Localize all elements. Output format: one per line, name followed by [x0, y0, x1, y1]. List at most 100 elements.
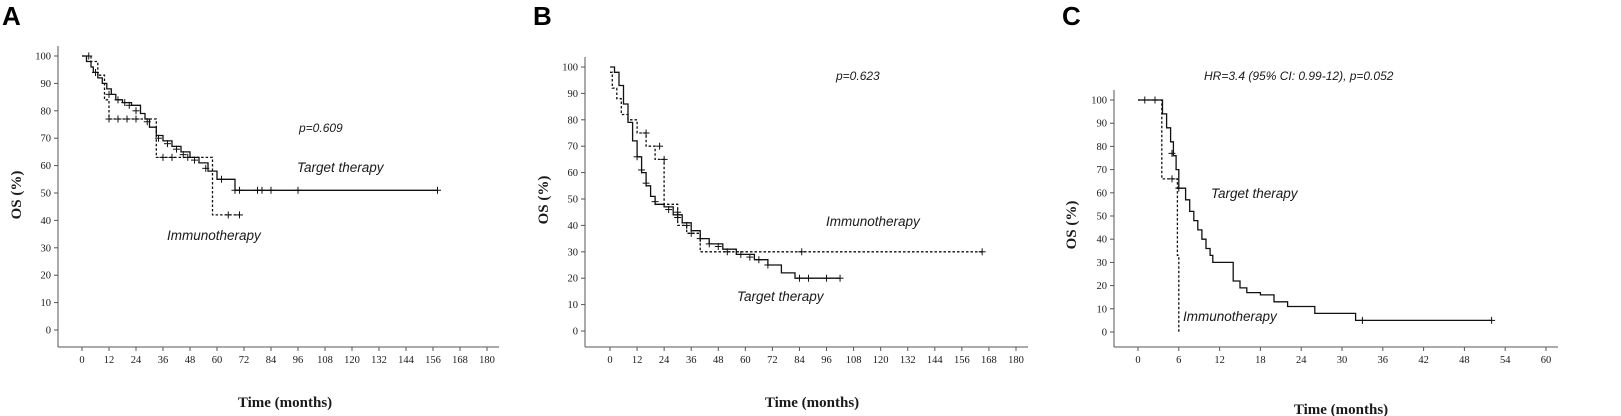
- panel-b-x-tick-label: 120: [873, 355, 889, 366]
- panel-c-y-tick-label: 90: [1097, 119, 1108, 130]
- panel-c-immunotherapy-censor-mark: [1151, 96, 1159, 104]
- panel-b-x-title: Time (months): [765, 395, 859, 411]
- panel-a-y-tick-label: 90: [41, 79, 52, 90]
- panel-c-x-tick-label: 42: [1418, 355, 1429, 366]
- panel-a-immunotherapy-censor-mark: [123, 115, 131, 123]
- panel-a-x-tick-label: 0: [79, 355, 84, 366]
- panel-a-target-label: Target therapy: [297, 160, 385, 175]
- panel-c-target-therapy-censor-mark: [1175, 184, 1183, 192]
- panel-b-immunotherapy-censor-mark: [642, 129, 650, 137]
- panel-a-x-tick-label: 60: [212, 355, 223, 366]
- panel-a-y-tick-label: 20: [41, 271, 52, 282]
- panel-b-immunotherapy-censor-mark: [687, 229, 695, 237]
- panel-c-x-tick-label: 24: [1296, 355, 1307, 366]
- panel-b-y-tick-label: 40: [568, 221, 579, 232]
- panel-b-target-therapy-censor-mark: [638, 166, 646, 174]
- panel-b-y-tick-label: 10: [568, 300, 579, 311]
- panel-b-y-tick-label: 90: [568, 89, 579, 100]
- panel-c-target-therapy-censor-mark: [1488, 316, 1496, 324]
- panel-c-target-therapy-censor-mark: [1168, 149, 1176, 157]
- panel-a-y-tick-label: 40: [41, 216, 52, 227]
- panel-b-y-tick-label: 50: [568, 195, 579, 206]
- panel-b-x-tick-label: 60: [740, 355, 751, 366]
- panel-c-target-therapy-censor-mark: [1358, 316, 1366, 324]
- panel-b-x-tick-label: 132: [900, 355, 916, 366]
- panel-b-immunotherapy-censor-mark: [656, 142, 664, 150]
- panel-a-target-therapy-censor-mark: [218, 175, 225, 183]
- panel-b-letter: B: [533, 1, 552, 31]
- panel-a-immuno-label: Immunotherapy: [167, 228, 262, 243]
- panel-a-target-therapy-censor-mark: [155, 134, 162, 142]
- panel-a-x-tick-label: 156: [425, 355, 441, 366]
- panel-a-target-therapy-censor-mark: [294, 186, 302, 194]
- panel-b-x-tick-label: 180: [1008, 355, 1024, 366]
- panel-a-y-tick-label: 30: [41, 243, 52, 254]
- panel-b-axes: 0 10 20 30 40 50 60 70 80 90 100 0 12 24 36 48 60 72 84 96 1…: [562, 57, 1028, 366]
- panel-c-target-therapy-curve: [1138, 99, 1492, 322]
- panel-b-target-therapy-censor-mark: [764, 261, 772, 269]
- panel-a-x-tick-label: 168: [452, 355, 468, 366]
- panel-a-immunotherapy-censor-mark: [105, 115, 113, 123]
- panel-c-x-tick-label: 60: [1541, 355, 1552, 366]
- panel-b-target-label: Target therapy: [737, 289, 825, 304]
- panel-c-plot: [1138, 96, 1496, 332]
- panel-a-target-therapy-censor-mark: [105, 90, 113, 98]
- panel-a-plot: [82, 52, 441, 219]
- panel-b-immuno-label: Immunotherapy: [826, 214, 921, 229]
- panel-c-x-tick-label: 54: [1500, 355, 1511, 366]
- panel-a-p-value: p=0.609: [298, 121, 343, 135]
- panel-a-target-therapy-censor-mark: [125, 101, 133, 109]
- panel-b: B 0 10 20 30 40 50 60 70 80 90 100 0 12 24 36 48 60 72 84 9…: [533, 1, 1028, 411]
- panel-a-letter: A: [2, 1, 21, 31]
- panel-a-y-tick-label: 10: [41, 298, 52, 309]
- panel-a: A 0 10 20 30 40 50 60 70 80 90 100 0 12 24 36 48 60 72 84 9…: [2, 1, 499, 411]
- panel-c-y-tick-label: 100: [1091, 96, 1107, 107]
- panel-a-immunotherapy-censor-mark: [236, 211, 243, 219]
- panel-b-target-therapy-censor-mark: [665, 206, 673, 214]
- panel-a-target-therapy-censor-mark: [173, 145, 180, 153]
- panel-b-y-tick-label: 100: [562, 63, 578, 74]
- panel-a-target-therapy-censor-mark: [202, 164, 210, 172]
- panel-a-x-tick-label: 24: [131, 355, 142, 366]
- panel-b-x-tick-label: 48: [713, 355, 724, 366]
- panel-a-target-therapy-censor-mark: [267, 186, 275, 194]
- panel-b-target-therapy-censor-mark: [823, 274, 831, 282]
- panel-a-immunotherapy-censor-mark: [224, 211, 232, 219]
- panel-a-x-tick-label: 144: [398, 355, 415, 366]
- panel-a-target-therapy-censor-mark: [236, 186, 243, 194]
- panel-b-immunotherapy-censor-mark: [978, 248, 986, 256]
- panel-b-immunotherapy-censor-mark: [660, 155, 668, 163]
- panel-c-y-tick-label: 40: [1097, 235, 1108, 246]
- panel-a-target-therapy-censor-mark: [164, 140, 171, 148]
- panel-a-x-tick-label: 96: [293, 355, 304, 366]
- panel-a-immunotherapy-censor-mark: [168, 153, 176, 161]
- panel-c-letter: C: [1062, 1, 1081, 31]
- panel-a-target-therapy-censor-mark: [114, 96, 122, 104]
- panel-b-y-tick-label: 60: [568, 168, 579, 179]
- panel-a-x-tick-label: 108: [317, 355, 333, 366]
- panel-a-target-therapy-censor-mark: [132, 107, 140, 115]
- panel-a-x-tick-label: 12: [104, 355, 115, 366]
- panel-a-x-tick-label: 120: [344, 355, 360, 366]
- panel-b-x-tick-label: 24: [659, 355, 670, 366]
- panel-c-x-tick-label: 36: [1378, 355, 1389, 366]
- panel-b-immunotherapy-curve: [610, 71, 983, 253]
- panel-b-x-tick-label: 144: [927, 355, 944, 366]
- panel-c-y-tick-label: 0: [1102, 328, 1107, 339]
- panel-a-x-tick-label: 36: [158, 355, 169, 366]
- panel-c-y-title: OS (%): [1064, 201, 1080, 250]
- panel-a-x-title: Time (months): [238, 395, 332, 411]
- panel-a-x-tick-label: 84: [266, 355, 277, 366]
- panel-b-x-tick-label: 12: [632, 355, 643, 366]
- panel-a-y-tick-label: 100: [35, 52, 51, 63]
- panel-b-target-therapy-censor-mark: [755, 256, 763, 264]
- panel-b-plot: [610, 66, 986, 282]
- panel-b-x-tick-label: 0: [607, 355, 612, 366]
- panel-b-target-therapy-censor-mark: [737, 250, 745, 258]
- panel-a-y-tick-label: 0: [46, 326, 51, 337]
- panel-b-target-therapy-censor-mark: [804, 274, 812, 282]
- panel-a-y-tick-label: 60: [41, 161, 52, 172]
- panel-b-p-value: p=0.623: [835, 69, 880, 83]
- panel-b-immunotherapy-censor-mark: [798, 248, 806, 256]
- panel-b-target-therapy-censor-mark: [746, 253, 754, 261]
